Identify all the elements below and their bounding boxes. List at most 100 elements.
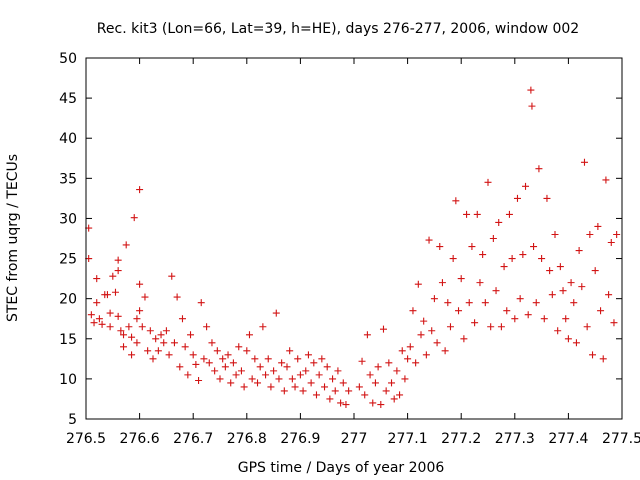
data-point [178,315,186,323]
data-point [562,315,570,323]
data-point [192,360,200,368]
data-point [607,239,615,247]
data-point [393,367,401,375]
data-point [449,255,457,263]
data-point [136,280,144,288]
data-point [205,359,213,367]
data-point [554,327,562,335]
data-point [93,275,101,283]
data-point [195,376,203,384]
y-tick-label: 50 [59,51,77,67]
data-point [312,391,320,399]
data-point [227,379,235,387]
data-point [318,355,326,363]
chart-title: Rec. kit3 (Lon=66, Lat=39, h=HE), days 2… [97,21,579,37]
data-point [412,359,420,367]
data-point [371,379,379,387]
data-point [106,323,114,331]
data-point [133,339,141,347]
data-point [492,287,500,295]
data-point [546,267,554,275]
data-point [428,327,436,335]
data-point [138,323,146,331]
data-point [497,323,505,331]
data-point [543,194,551,202]
data-point [430,295,438,303]
axis-ticks: 276.5 276.6 276.7 276.8 276.9 277 277.1 277.2 27… [59,51,640,447]
data-point [162,327,170,335]
y-tick-label: 25 [59,252,77,268]
y-tick-label: 5 [68,412,77,428]
data-point [511,315,519,323]
x-tick-label: 276.8 [227,431,267,447]
data-point [229,359,237,367]
data-point [385,359,393,367]
data-point [420,317,428,325]
data-point [398,347,406,355]
data-point [221,363,229,371]
data-point [133,315,141,323]
data-point [106,309,114,317]
data-point [296,371,304,379]
data-point [503,307,511,315]
data-point [310,359,318,367]
data-point [610,319,618,327]
data-point [291,383,299,391]
data-point [481,299,489,307]
data-point [149,355,157,363]
data-point [516,295,524,303]
data-point [605,291,613,299]
data-point [444,299,452,307]
data-point [358,357,366,365]
data-point [505,210,513,218]
data-point [457,275,465,283]
data-point [184,371,192,379]
data-point [425,236,433,244]
data-point [189,351,197,359]
data-point [404,355,412,363]
data-point [530,243,538,251]
data-point [342,401,350,409]
x-tick-label: 276.7 [173,431,213,447]
data-point [417,331,425,339]
y-tick-label: 40 [59,131,77,147]
y-tick-label: 20 [59,292,77,308]
data-point [597,307,605,315]
data-point [130,214,138,222]
x-tick-label: 276.9 [280,431,320,447]
data-point [602,176,610,184]
data-point [120,331,128,339]
y-tick-label: 15 [59,332,77,348]
data-point [259,323,267,331]
data-point [396,391,404,399]
data-point [181,343,189,351]
data-point [122,241,130,249]
data-point [235,343,243,351]
data-point [379,325,387,333]
data-point [232,371,240,379]
data-point [538,255,546,263]
data-point [594,222,602,230]
data-point [489,235,497,242]
data-point [377,401,385,409]
data-point [337,399,345,407]
data-point [168,272,176,280]
data-point [304,351,312,359]
data-point [578,283,586,291]
data-point [374,363,382,371]
data-point [455,307,463,315]
data-point [484,178,492,186]
data-point [294,355,302,363]
data-point [471,319,479,327]
data-point [570,299,578,307]
x-tick-label: 276.6 [120,431,160,447]
data-point [527,86,535,94]
data-point [446,323,454,331]
data-point [216,375,224,383]
data-point [519,251,527,259]
data-point [315,371,323,379]
y-tick-label: 30 [59,211,77,227]
data-point [465,299,473,307]
data-point [522,182,530,190]
data-point [479,251,487,259]
